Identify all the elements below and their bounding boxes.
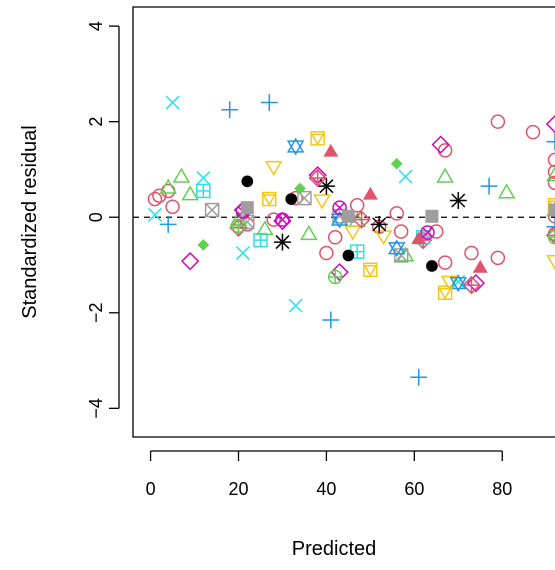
x-tick-label: 0 (146, 479, 156, 499)
data-point (410, 369, 427, 386)
y-axis-label: Standardized residual (19, 125, 41, 318)
y-tick-label: 0 (86, 212, 106, 222)
data-point (294, 183, 306, 195)
data-point (527, 126, 540, 139)
data-point (148, 208, 161, 221)
data-point (232, 219, 245, 232)
data-point (274, 234, 291, 251)
data-point (301, 226, 316, 239)
data-point (183, 187, 198, 200)
data-point (548, 256, 555, 269)
data-point (549, 153, 555, 166)
y-tick-label: 2 (86, 117, 106, 127)
data-point (395, 225, 408, 238)
data-point (371, 216, 388, 233)
data-point (329, 231, 342, 244)
data-point (465, 247, 478, 260)
data-point (439, 286, 452, 299)
data-point (318, 178, 335, 195)
data-point (391, 158, 403, 170)
data-point (491, 251, 504, 264)
data-point (241, 201, 254, 214)
data-point (315, 195, 330, 208)
data-point (353, 211, 369, 227)
data-point (323, 144, 338, 157)
data-point (206, 204, 219, 217)
x-tick-label: 80 (492, 479, 512, 499)
data-point (491, 115, 504, 128)
data-point (425, 210, 438, 223)
x-tick-label: 60 (404, 479, 424, 499)
data-point (148, 193, 161, 206)
data-point (399, 170, 412, 183)
data-point (289, 299, 302, 312)
data-point (390, 207, 403, 220)
data-point (254, 234, 267, 247)
data-point (166, 200, 179, 213)
data-point (320, 247, 333, 260)
data-point (288, 139, 303, 154)
data-point (438, 169, 453, 182)
data-point (266, 162, 281, 175)
data-point (499, 185, 514, 198)
data-point (261, 94, 278, 111)
x-axis-label: Predicted (292, 538, 377, 560)
data-point (174, 169, 189, 182)
data-point (450, 192, 467, 209)
data-point (236, 247, 249, 260)
data-point (473, 260, 488, 273)
data-point (547, 133, 555, 150)
data-point (426, 260, 438, 272)
data-point (342, 210, 355, 223)
data-point (364, 263, 377, 276)
x-tick-label: 40 (316, 479, 336, 499)
data-point (197, 184, 210, 197)
data-point (439, 256, 452, 269)
data-point (285, 193, 297, 205)
x-tick-label: 20 (228, 479, 248, 499)
data-point (329, 270, 342, 283)
data-point (257, 222, 272, 235)
data-point (322, 311, 339, 328)
data-point (345, 226, 360, 239)
data-point (221, 101, 238, 118)
data-point (197, 172, 210, 185)
data-point (363, 187, 378, 200)
data-point (160, 216, 177, 233)
data-point (343, 250, 355, 262)
y-tick-label: −2 (86, 303, 106, 324)
data-point (481, 178, 498, 195)
y-tick-label: 4 (86, 21, 106, 31)
data-point (276, 213, 289, 226)
data-point (547, 116, 555, 132)
data-point (549, 204, 555, 217)
data-point (241, 176, 253, 188)
data-point (182, 253, 198, 269)
data-point (263, 193, 276, 206)
data-point (311, 132, 324, 145)
data-point (166, 96, 179, 109)
data-point (197, 239, 209, 251)
y-tick-label: −4 (86, 398, 106, 419)
data-point (439, 144, 452, 157)
points-layer (148, 94, 555, 386)
